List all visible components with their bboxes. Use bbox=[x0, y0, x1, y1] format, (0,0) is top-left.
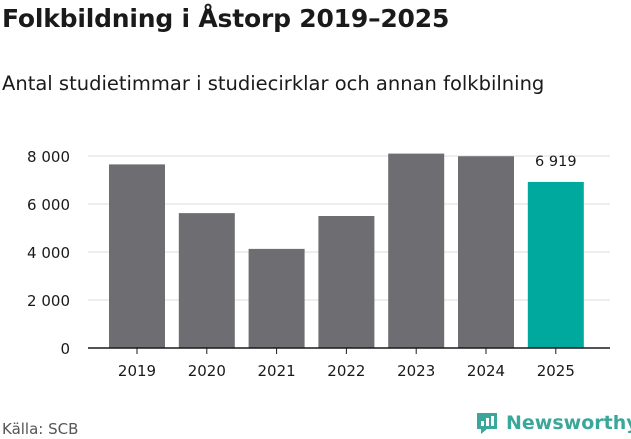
newsworthy-logo-icon bbox=[477, 413, 497, 434]
x-tick-label: 2023 bbox=[397, 362, 435, 380]
data-label: 6 919 bbox=[535, 154, 577, 170]
bar bbox=[178, 213, 235, 348]
brand-logo: Newsworthy bbox=[474, 408, 631, 438]
bar bbox=[109, 164, 165, 348]
chart-title: Folkbildning i Åstorp 2019–2025 bbox=[2, 4, 450, 33]
y-tick-label: 0 bbox=[60, 340, 70, 358]
bar bbox=[388, 153, 445, 348]
bar bbox=[527, 181, 584, 348]
brand-name: Newsworthy bbox=[506, 412, 631, 434]
bar bbox=[248, 248, 305, 348]
x-tick-label: 2022 bbox=[327, 362, 365, 380]
y-tick-label: 6 000 bbox=[27, 196, 70, 214]
bar bbox=[458, 156, 514, 348]
y-tick-label: 8 000 bbox=[27, 148, 70, 166]
x-tick-label: 2024 bbox=[467, 362, 505, 380]
chart-subtitle: Antal studietimmar i studiecirklar och a… bbox=[2, 72, 545, 95]
source-note: Källa: SCB bbox=[2, 420, 79, 438]
y-tick-label: 2 000 bbox=[27, 292, 70, 310]
x-tick-label: 2025 bbox=[537, 362, 575, 380]
x-tick-label: 2019 bbox=[118, 362, 156, 380]
x-tick-label: 2020 bbox=[188, 362, 226, 380]
bar bbox=[318, 216, 375, 348]
y-tick-label: 4 000 bbox=[27, 244, 70, 262]
x-tick-label: 2021 bbox=[258, 362, 296, 380]
